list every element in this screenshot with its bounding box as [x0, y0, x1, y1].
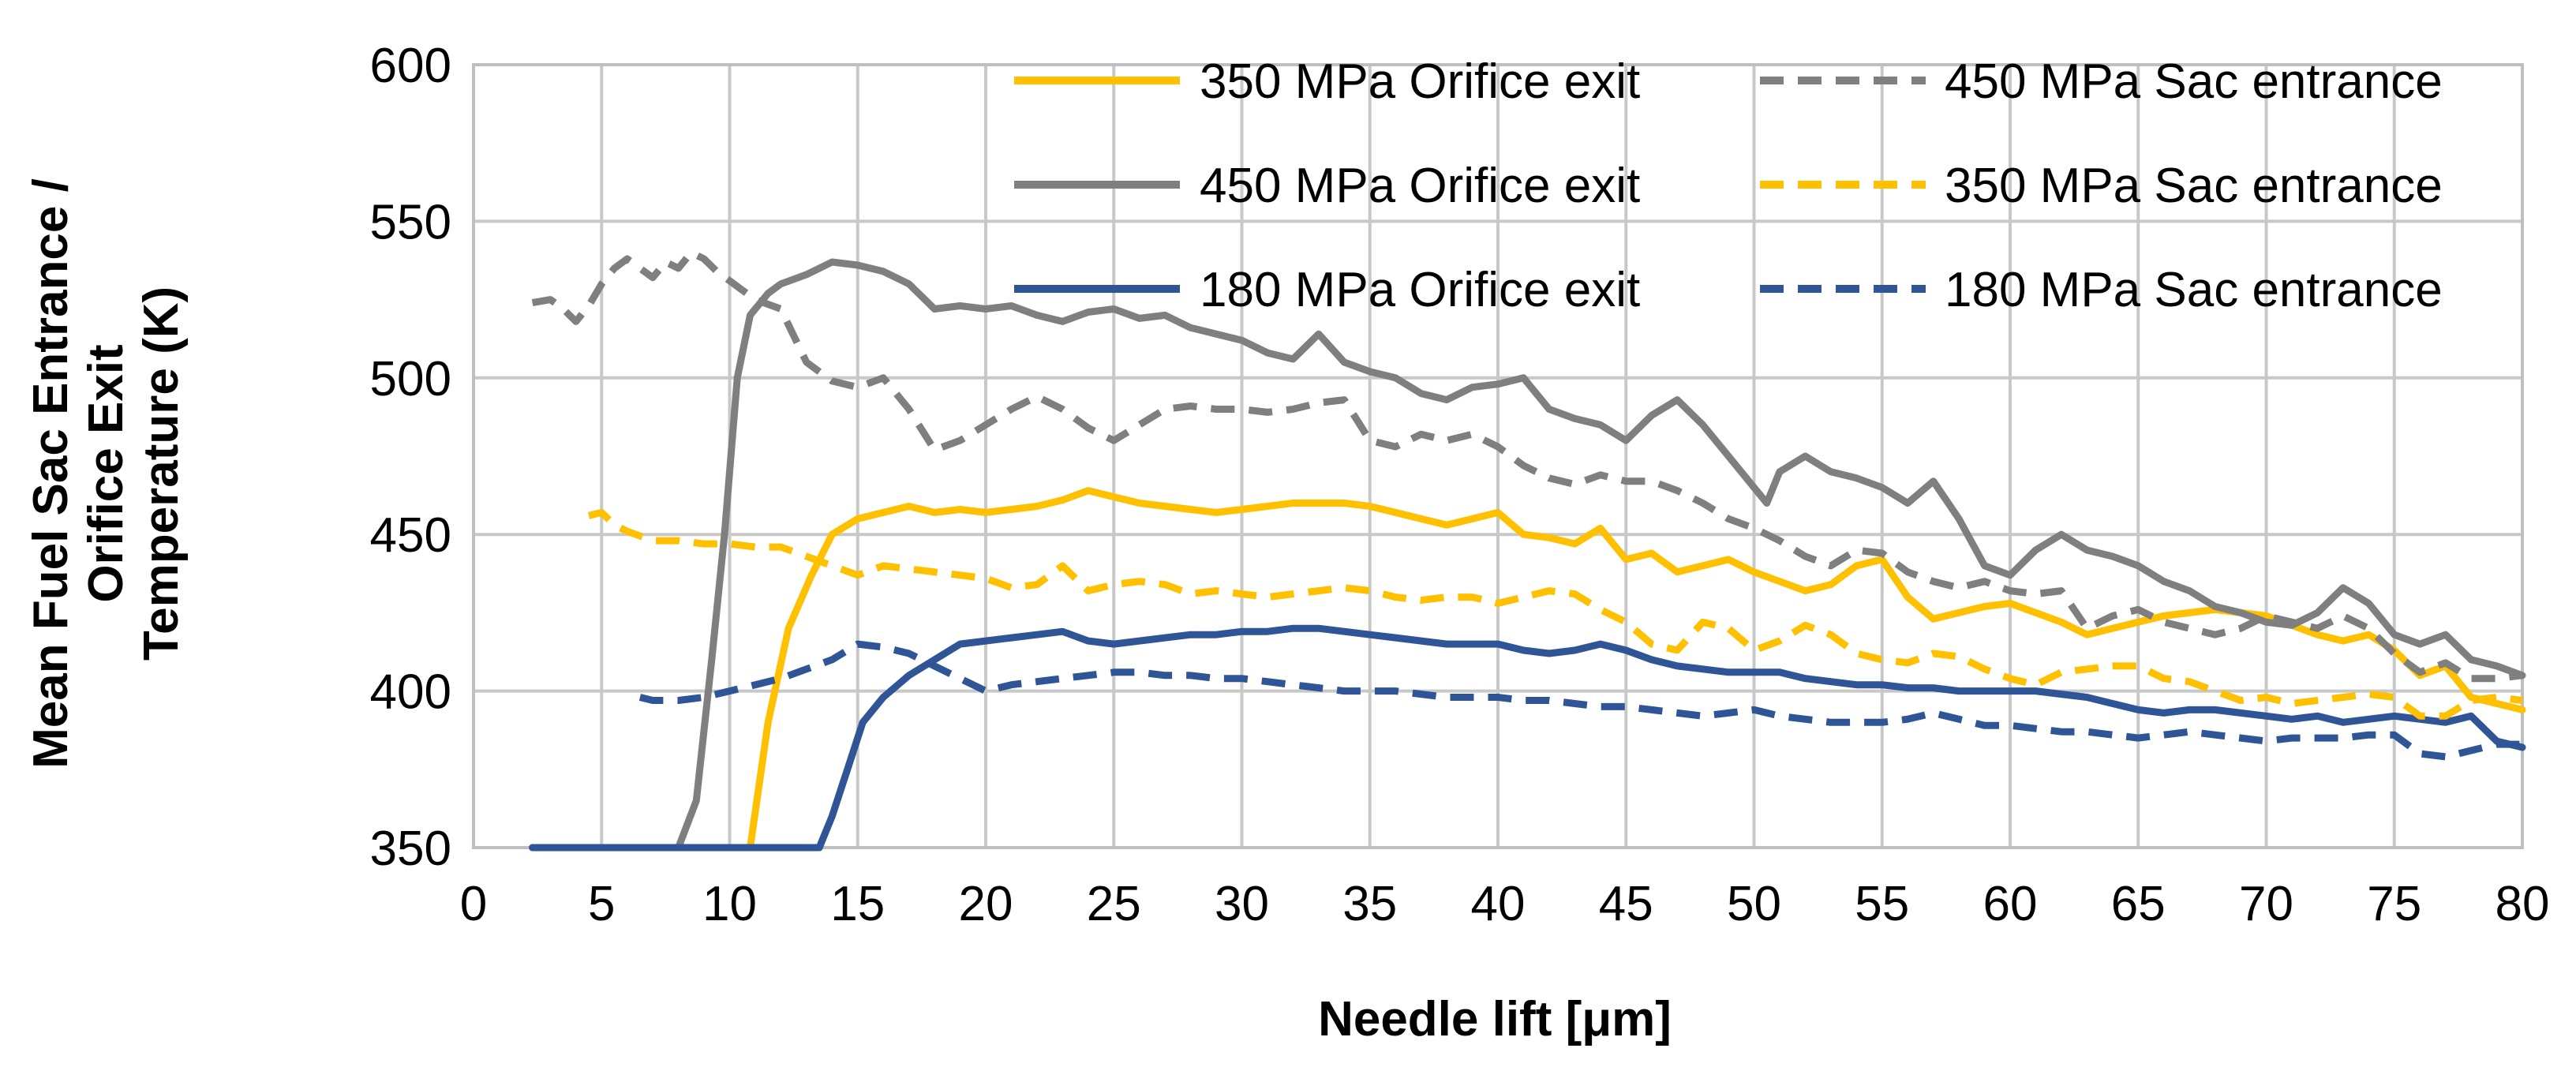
legend: 350 MPa Orifice exit 450 MPa Orifice exit…	[1014, 54, 2443, 317]
legend-label: 350 MPa Orifice exit	[1200, 54, 1640, 109]
x-tick-label: 75	[2367, 877, 2421, 931]
x-tick-label: 65	[2111, 877, 2166, 931]
x-tick-label: 55	[1855, 877, 1909, 931]
series-line-450-mpa-sac-entrance	[531, 249, 2523, 683]
x-tick-label: 25	[1087, 877, 1141, 931]
y-tick-label: 400	[370, 665, 451, 720]
y-tick-label: 550	[370, 195, 451, 249]
legend-label: 450 MPa Orifice exit	[1200, 159, 1640, 213]
legend-label: 350 MPa Sac entrance	[1945, 159, 2443, 213]
x-tick-label: 0	[460, 877, 487, 931]
legend-label: 180 MPa Orifice exit	[1200, 263, 1640, 317]
plot-frame	[472, 63, 2524, 849]
y-tick-label: 450	[370, 508, 451, 563]
x-tick-label: 20	[959, 877, 1013, 931]
x-tick-label: 35	[1342, 877, 1397, 931]
y-axis-title-line-1: Mean Fuel Sac Entrance /	[24, 178, 78, 769]
x-tick-label: 30	[1215, 877, 1269, 931]
x-tick-label: 15	[830, 877, 885, 931]
series-layer	[529, 249, 2526, 852]
x-tick-label: 50	[1727, 877, 1781, 931]
x-tick-label: 40	[1471, 877, 1526, 931]
legend-label: 180 MPa Sac entrance	[1945, 263, 2443, 317]
x-tick-label: 45	[1599, 877, 1653, 931]
series-line-180-mpa-orifice-exit	[529, 624, 2526, 852]
y-axis-ticks: 350 400 450 500 550 600	[370, 39, 451, 876]
legend-label: 450 MPa Sac entrance	[1945, 54, 2443, 109]
x-tick-label: 60	[1983, 877, 2038, 931]
x-axis-ticks: 0 5 10 15 20 25 30 35 40 45 50 55 60 65 70 75 80	[460, 877, 2550, 931]
series-line-350-mpa-orifice-exit	[529, 487, 2526, 852]
x-tick-label: 80	[2496, 877, 2550, 931]
y-tick-label: 500	[370, 352, 451, 406]
y-axis-title: Mean Fuel Sac Entrance / Orifice Exit Te…	[24, 178, 189, 769]
series-line-450-mpa-orifice-exit	[529, 258, 2526, 852]
x-axis-title: Needle lift [μm]	[1318, 992, 1672, 1046]
y-axis-title-line-2: Orifice Exit	[79, 344, 133, 602]
series-line-180-mpa-sac-entrance	[638, 640, 2522, 761]
x-tick-label: 10	[702, 877, 757, 931]
y-tick-label: 350	[370, 822, 451, 876]
y-tick-label: 600	[370, 39, 451, 93]
y-axis-title-line-3: Temperature (K)	[134, 286, 189, 661]
x-tick-label: 70	[2239, 877, 2293, 931]
x-tick-label: 5	[588, 877, 615, 931]
series-line-350-mpa-sac-entrance	[587, 508, 2523, 720]
